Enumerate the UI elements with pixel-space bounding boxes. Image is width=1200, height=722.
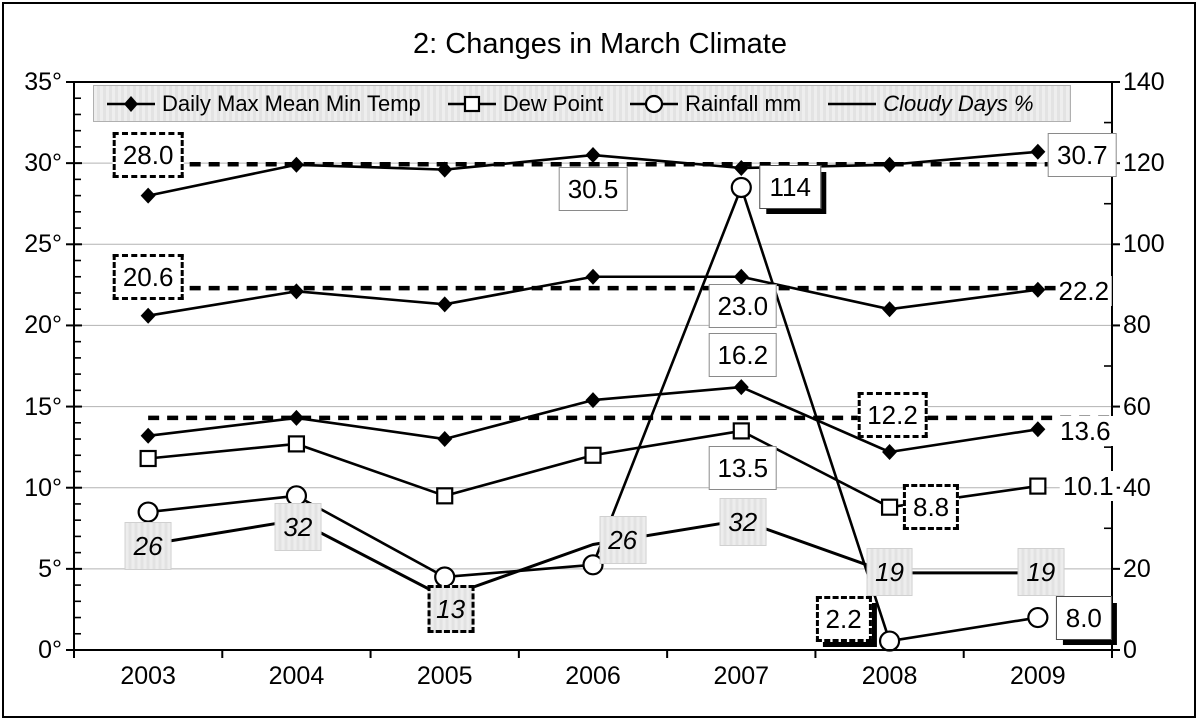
square-marker [139,449,157,468]
y-axis-right-label: 140 [1123,68,1165,96]
diamond-marker [288,156,304,173]
circle-marker [434,566,456,588]
square-marker [732,422,750,440]
data-label: 12.2 [857,391,928,438]
diamond-marker [585,392,601,409]
line-legend-marker-icon [828,102,877,105]
diamond-marker [288,283,304,300]
x-axis-label: 2003 [120,662,176,690]
diamond-marker [437,161,453,178]
diamond-marker [882,444,898,461]
diamond-marker [437,431,453,448]
y-axis-right-label: 0 [1123,636,1137,664]
legend-item-daily-max-mean-min-temp: Daily Max Mean Min Temp [107,91,421,117]
diamond-marker [733,160,749,177]
diamond-legend-marker-icon [107,95,155,112]
diamond-marker [140,307,156,324]
y-axis-right-label: 40 [1123,473,1151,502]
diamond-marker [1030,421,1046,438]
diamond-marker [733,379,749,396]
data-label: 30.7 [1048,133,1117,178]
chart-title: 2: Changes in March Climate [413,28,787,60]
data-label: 8.0 [1055,595,1112,640]
data-label: 16.2 [708,332,778,377]
y-axis-left-label: 30° [24,149,62,178]
data-label: 13 [427,585,475,634]
y-axis-right-label: 80 [1123,311,1151,340]
data-label: 22.2 [1055,276,1113,307]
diamond-marker [733,268,749,285]
x-axis-label: 2006 [565,662,621,690]
legend: Daily Max Mean Min Temp Dew Point Rainfall… [93,85,1071,122]
data-label: 114 [759,165,821,210]
y-axis-right-label: 120 [1123,149,1165,178]
data-label: 19 [866,548,914,597]
data-label: 26 [124,522,172,571]
circle-marker [878,630,901,652]
circle-marker [137,501,159,523]
x-axis-label: 2004 [268,662,325,690]
diamond-marker [882,156,898,173]
data-label: 13.5 [708,446,778,491]
square-legend-marker-icon [447,95,496,112]
data-label: 30.5 [558,167,628,212]
circle-marker [582,554,604,576]
legend-label: Cloudy Days % [883,90,1034,116]
diamond-marker [1030,143,1046,160]
data-label: 32 [274,502,322,551]
x-axis-label: 2007 [713,662,770,690]
y-axis-right-label: 60 [1123,392,1151,421]
y-axis-right-label: 20 [1123,554,1151,583]
legend-label: Dew Point [502,90,604,116]
diamond-marker [585,147,601,164]
x-axis-label: 2009 [1010,662,1066,690]
data-label: 19 [1017,548,1065,597]
data-label: 28.0 [112,132,184,179]
square-marker [1029,477,1047,495]
average-lines [148,162,1112,421]
circle-marker [730,176,752,199]
y-axis-left-label: 25° [24,230,62,259]
diamond-marker [288,409,304,426]
legend-item-dew-point: Dew Point [447,90,604,117]
diamond-marker [140,187,156,204]
diamond-marker [437,296,453,313]
diamond-marker [140,427,156,444]
diamond-marker [1030,281,1046,298]
square-marker [436,487,454,505]
legend-item-rainfall-mm: Rainfall mm [630,91,801,117]
circle-marker [1027,606,1049,629]
legend-label: Rainfall mm [685,90,802,116]
square-marker [880,498,899,516]
data-label: 26 [599,515,647,564]
y-axis-left-label: 20° [24,311,62,340]
diamond-marker [585,268,601,285]
y-axis-left-label: 10° [24,473,62,502]
data-label: 2.2 [815,596,872,643]
x-axis-label: 2008 [861,662,918,690]
data-label: 10.1 [1059,471,1117,502]
data-label: 13.6 [1056,415,1114,446]
series-markers [137,143,1049,652]
square-marker [584,446,602,464]
legend-item-cloudy-days-: Cloudy Days % [828,90,1034,117]
y-axis-left-label: 0° [38,636,62,664]
data-label: 23.0 [708,283,778,328]
data-label: 32 [719,497,767,546]
legend-label: Daily Max Mean Min Temp [162,90,421,116]
x-axis-label: 2005 [416,662,473,690]
y-axis-left-label: 15° [24,392,62,421]
diamond-marker [882,301,898,318]
circle-legend-marker-icon [630,94,679,113]
y-axis-right-label: 100 [1123,230,1165,259]
y-axis-left-label: 35° [24,68,62,96]
data-label: 20.6 [112,253,184,300]
square-marker [287,435,306,453]
data-label: 8.8 [903,484,960,531]
y-axis-left-label: 5° [38,554,62,583]
